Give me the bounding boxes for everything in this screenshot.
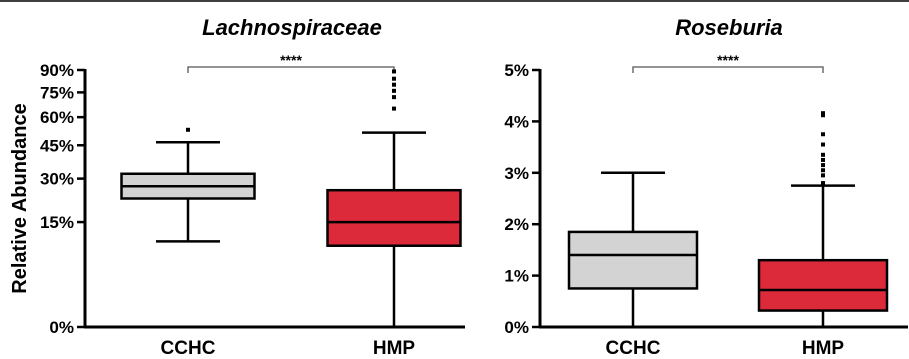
y-tick-label: 2% (504, 215, 529, 234)
outlier-point (821, 142, 825, 147)
y-tick-label: 0% (49, 318, 74, 337)
y-tick-label: 1% (504, 267, 529, 286)
y-tick-label: 0% (504, 318, 529, 337)
box-hmp (326, 69, 462, 327)
y-tick-label: 5% (504, 61, 529, 80)
outlier-point (821, 163, 825, 168)
significance-bracket (632, 66, 824, 73)
x-tick-label: CCHC (161, 338, 216, 359)
iqr-box (567, 230, 699, 290)
outlier-point (392, 82, 396, 87)
iqr-box (757, 258, 889, 312)
y-tick-label: 30% (40, 170, 74, 189)
outlier-point (392, 69, 396, 74)
y-tick-label: 3% (504, 164, 529, 183)
x-tick-label: HMP (373, 338, 416, 359)
box-hmp (757, 111, 889, 327)
outlier-point (186, 127, 190, 132)
box-cchc (120, 127, 256, 243)
x-tick-label: CCHC (606, 338, 661, 359)
panel-lachnospiraceae: Lachnospiraceae Relative Abundance 0% 15% 30… (9, 15, 465, 359)
iqr-box (326, 188, 462, 247)
outlier-point (821, 113, 825, 118)
y-tick-label: 60% (40, 108, 74, 127)
y-tick-label: 75% (40, 83, 74, 102)
y-tick-label: 15% (40, 213, 74, 232)
panel-roseburia: Roseburia 0% 1% 2% 3% 4% 5% CCHC HMP **** (504, 15, 908, 359)
y-tick-label: 4% (504, 112, 529, 131)
y-tick-label: 90% (40, 61, 74, 80)
outlier-point (821, 181, 825, 186)
outlier-point (821, 173, 825, 178)
chart-title: Roseburia (675, 15, 783, 40)
outlier-point (392, 106, 396, 111)
y-axis-label: Relative Abundance (9, 103, 31, 293)
outlier-point (392, 76, 396, 81)
outlier-point (392, 95, 396, 100)
outlier-point (821, 157, 825, 162)
chart-title: Lachnospiraceae (202, 15, 382, 40)
outlier-point (821, 168, 825, 173)
significance-label: **** (280, 52, 302, 68)
outlier-point (821, 111, 825, 116)
outlier-point (821, 152, 825, 157)
significance-label: **** (717, 52, 739, 68)
y-tick-label: 45% (40, 136, 74, 155)
box-cchc (567, 171, 699, 327)
outlier-point (392, 88, 396, 93)
x-tick-label: HMP (802, 338, 845, 359)
outlier-point (821, 132, 825, 137)
